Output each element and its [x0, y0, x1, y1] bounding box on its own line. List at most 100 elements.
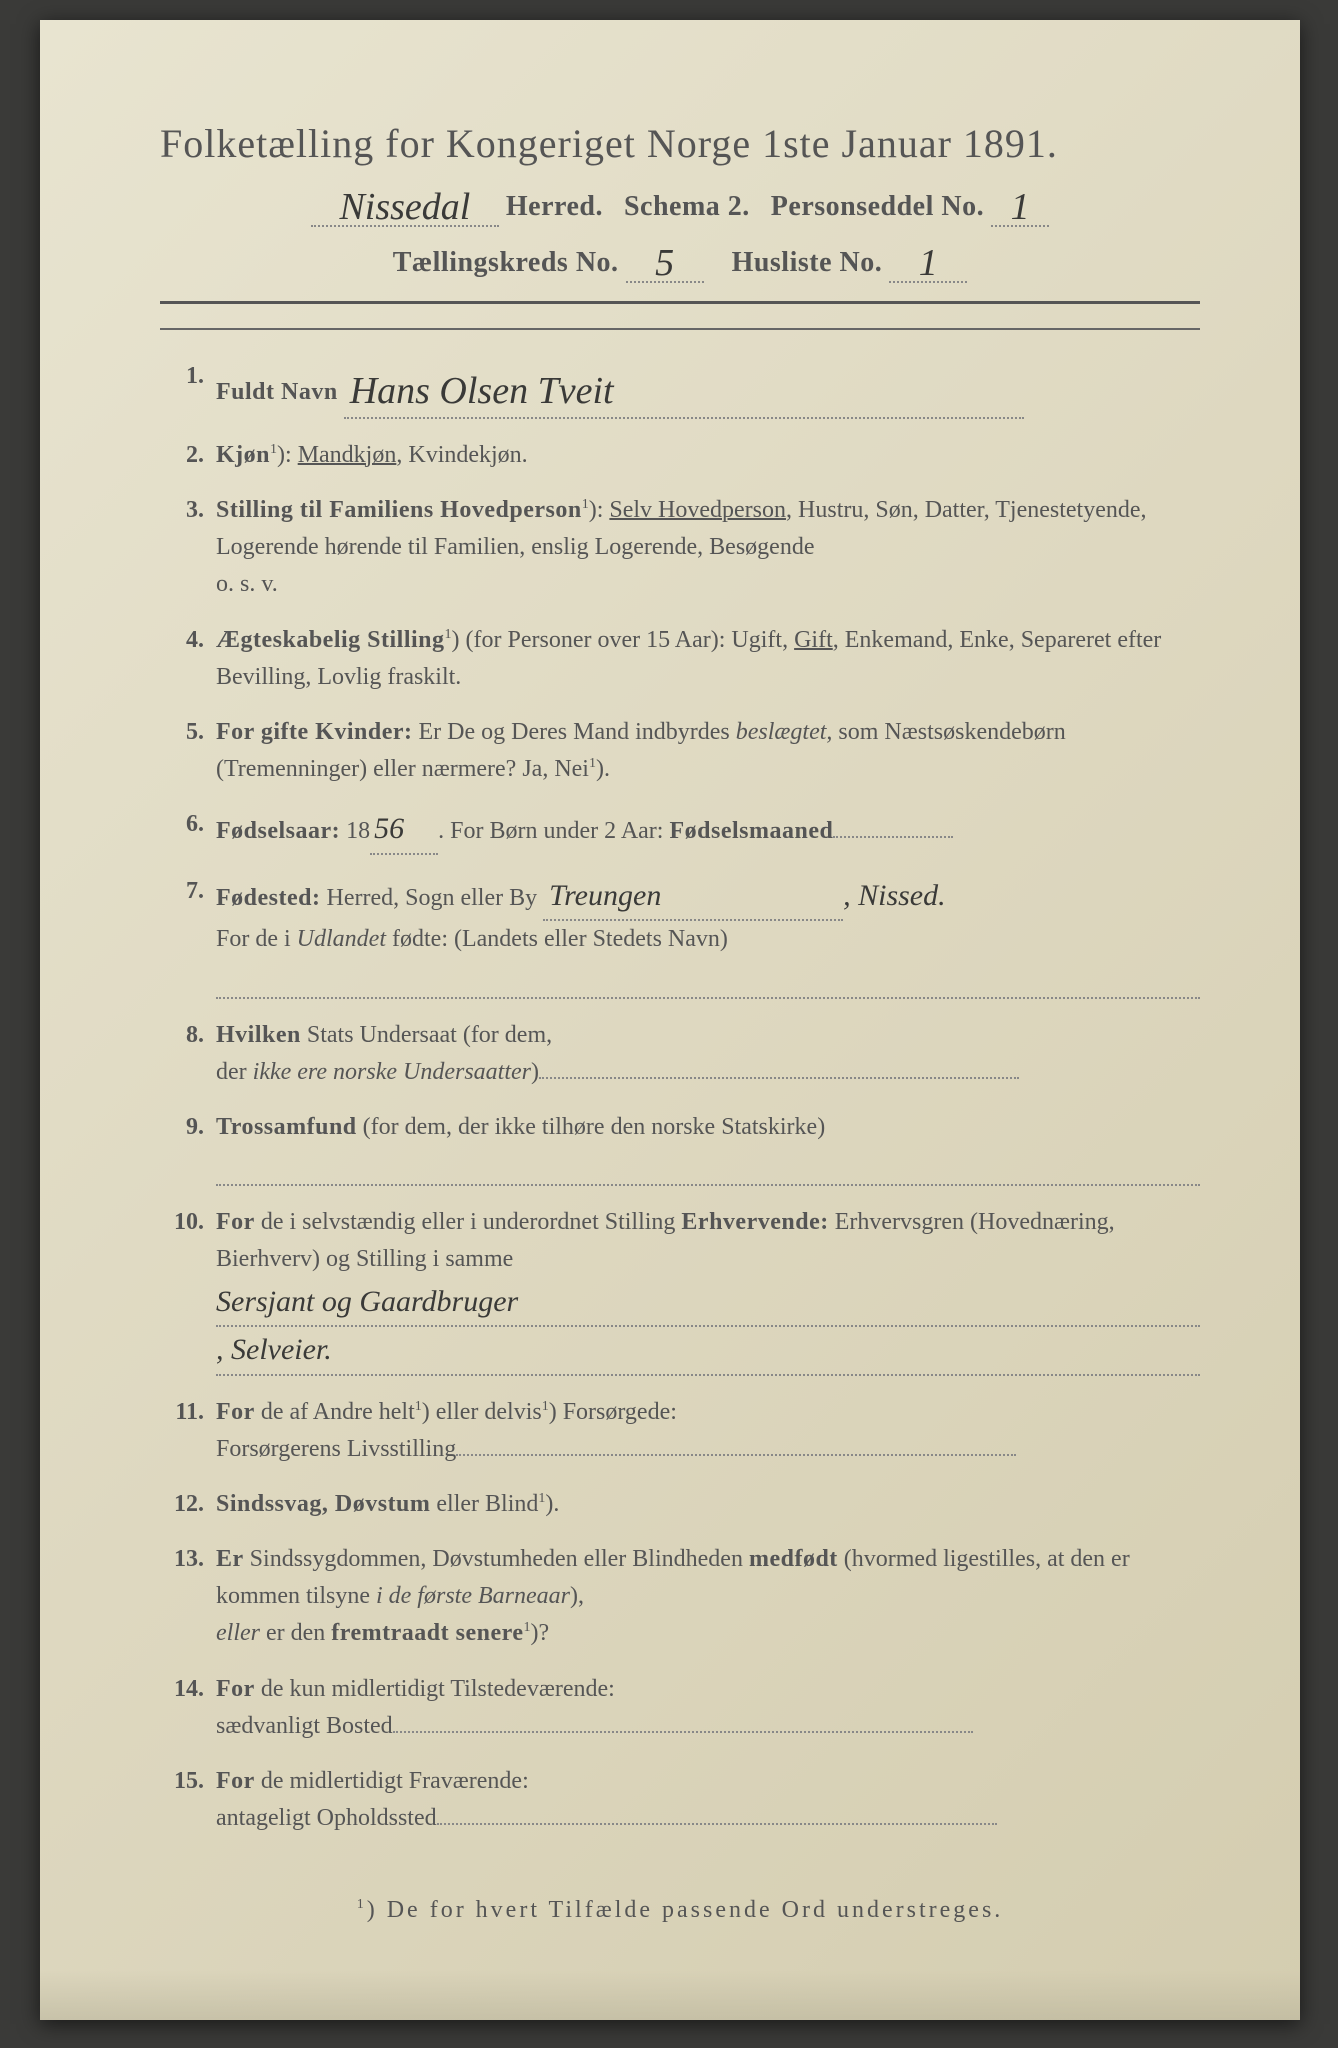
field-13-label: Er: [216, 1546, 244, 1572]
sup-note: 1: [415, 1399, 422, 1414]
footnote-sup: 1: [357, 1897, 367, 1912]
em-text: i de første Barneaar: [376, 1583, 570, 1609]
page-bottom-shadow: [40, 1970, 1300, 2020]
field-12-disability: Sindssvag, Døvstum eller Blind1).: [160, 1486, 1200, 1523]
em-text: Udlandet: [297, 926, 386, 952]
sup-note: 1: [445, 627, 452, 642]
field-1-label: Fuldt Navn: [216, 379, 338, 405]
em-text: eller: [216, 1620, 260, 1646]
occupation-line2-handwritten: , Selveier.: [216, 1333, 332, 1366]
text: eller Blind: [430, 1491, 538, 1517]
text: er den: [260, 1620, 331, 1646]
osv-text: o. s. v.: [216, 566, 1200, 603]
field-2-sex: Kjøn1): Mandkjøn, Kvindekjøn.: [160, 437, 1200, 474]
sub-label: sædvanligt Bosted: [216, 1713, 393, 1739]
form-title: Folketælling for Kongeriget Norge 1ste J…: [160, 120, 1200, 167]
text: ) Forsørgede:: [549, 1399, 677, 1425]
field-5-label: For gifte Kvinder:: [216, 719, 413, 745]
field-12-label: Sindssvag, Døvstum: [216, 1491, 430, 1517]
kreds-no-handwritten: 5: [655, 241, 674, 285]
text: For de i: [216, 926, 297, 952]
text: Sindssygdommen, Døvstumheden eller Blind…: [244, 1546, 749, 1572]
dotted-fill-line: [216, 1148, 1200, 1186]
text: fødte: (Landets eller Stedets Navn): [386, 926, 728, 952]
husliste-label: Husliste No.: [732, 247, 883, 278]
em-text: beslægtet,: [736, 719, 833, 745]
field-9-label: Trossamfund: [216, 1114, 357, 1140]
header-line-1: Nissedal Herred. Schema 2. Personseddel …: [160, 181, 1200, 227]
birth-year-handwritten: 56: [374, 812, 404, 845]
herred-label: Herred.: [506, 191, 603, 222]
em-text: ikke ere norske Undersaatter: [253, 1059, 531, 1085]
field-1-name: Fuldt Navn Hans Olsen Tveit: [160, 358, 1200, 419]
text: Herred, Sogn eller By: [320, 885, 537, 911]
sup-note: 1: [589, 756, 596, 771]
text: ) eller delvis: [422, 1399, 542, 1425]
field-7-label: Fødested:: [216, 885, 320, 911]
field-4-marital: Ægteskabelig Stilling1) (for Personer ov…: [160, 622, 1200, 696]
sup-note: 1: [582, 497, 589, 512]
text: ):: [277, 442, 298, 468]
header-line-2: Tællingskreds No. 5 Husliste No. 1: [160, 237, 1200, 283]
field-8-label: Hvilken: [216, 1022, 301, 1048]
field-4-label: Ægteskabelig Stilling: [216, 627, 445, 653]
text: Stats Undersaat (for dem,: [301, 1022, 552, 1048]
kreds-label: Tællingskreds No.: [393, 247, 619, 278]
text: (for dem, der ikke tilhøre den norske St…: [357, 1114, 826, 1140]
field-5-married-women: For gifte Kvinder: Er De og Deres Mand i…: [160, 714, 1200, 788]
field-13-congenital: Er Sindssygdommen, Døvstumheden eller Bl…: [160, 1541, 1200, 1653]
field-6-label2: Fødselsmaaned: [669, 818, 833, 844]
text: de i selvstændig eller i underordnet Sti…: [255, 1209, 682, 1235]
field-15-absent: For de midlertidigt Fraværende: antageli…: [160, 1763, 1200, 1837]
herred-name-handwritten: Nissedal: [339, 185, 470, 229]
relation-selected: Selv Hovedperson: [609, 497, 786, 523]
text: de af Andre helt: [255, 1399, 415, 1425]
text: ).: [596, 756, 610, 782]
text: ),: [570, 1583, 584, 1609]
field-13-label2: medfødt: [749, 1546, 838, 1572]
field-6-label: Fødselsaar:: [216, 818, 340, 844]
text: ) (for Personer over 15 Aar): Ugift,: [452, 627, 795, 653]
text: de kun midlertidigt Tilstedeværende:: [255, 1676, 615, 1702]
sub-label: Forsørgerens Livsstilling: [216, 1436, 456, 1462]
field-10-occupation: For de i selvstændig eller i underordnet…: [160, 1204, 1200, 1375]
text: Er De og Deres Mand indbyrdes: [413, 719, 736, 745]
text: der: [216, 1059, 253, 1085]
occupation-line1-handwritten: Sersjant og Gaardbruger: [216, 1285, 518, 1318]
sex-selected: Mandkjøn: [298, 442, 397, 468]
birthplace2-handwritten: , Nissed.: [843, 879, 946, 912]
husliste-no-handwritten: 1: [919, 241, 938, 285]
divider-top-1: [160, 301, 1200, 304]
field-11-supported: For de af Andre helt1) eller delvis1) Fo…: [160, 1394, 1200, 1468]
text: )?: [530, 1620, 549, 1646]
field-7-birthplace: Fødested: Herred, Sogn eller By Treungen…: [160, 873, 1200, 999]
sup-note: 1: [542, 1399, 549, 1414]
text: . For Børn under 2 Aar:: [438, 818, 669, 844]
text: de midlertidigt Fraværende:: [255, 1768, 529, 1794]
field-15-label: For: [216, 1768, 255, 1794]
schema-label: Schema 2.: [624, 191, 750, 222]
text: , Kvindekjøn.: [396, 442, 527, 468]
dotted-fill-line: [216, 961, 1200, 999]
birthplace-handwritten: Treungen: [549, 879, 661, 912]
field-3-relation: Stilling til Familiens Hovedperson1): Se…: [160, 492, 1200, 604]
field-11-label: For: [216, 1399, 255, 1425]
personseddel-label: Personseddel No.: [771, 191, 984, 222]
text: ): [531, 1059, 539, 1085]
text: ).: [545, 1491, 559, 1517]
footnote-text: ) De for hvert Tilfælde passende Ord und…: [367, 1897, 1004, 1923]
year-prefix: 18: [340, 818, 370, 844]
full-name-handwritten: Hans Olsen Tveit: [350, 362, 614, 421]
field-2-label: Kjøn: [216, 442, 270, 468]
footnote: 1) De for hvert Tilfælde passende Ord un…: [160, 1897, 1200, 1924]
census-form-page: Folketælling for Kongeriget Norge 1ste J…: [40, 20, 1300, 2020]
sup-note: 1: [270, 442, 277, 457]
field-13-label3: fremtraadt senere: [331, 1620, 523, 1646]
field-list: Fuldt Navn Hans Olsen Tveit Kjøn1): Mand…: [160, 358, 1200, 1837]
field-6-birth-year: Fødselsaar: 1856. For Børn under 2 Aar: …: [160, 806, 1200, 855]
marital-selected: Gift: [794, 627, 833, 653]
field-10-label2: Erhvervende:: [681, 1209, 828, 1235]
divider-top-2: [160, 328, 1200, 330]
field-8-citizenship: Hvilken Stats Undersaat (for dem, der ik…: [160, 1017, 1200, 1091]
field-14-label: For: [216, 1676, 255, 1702]
